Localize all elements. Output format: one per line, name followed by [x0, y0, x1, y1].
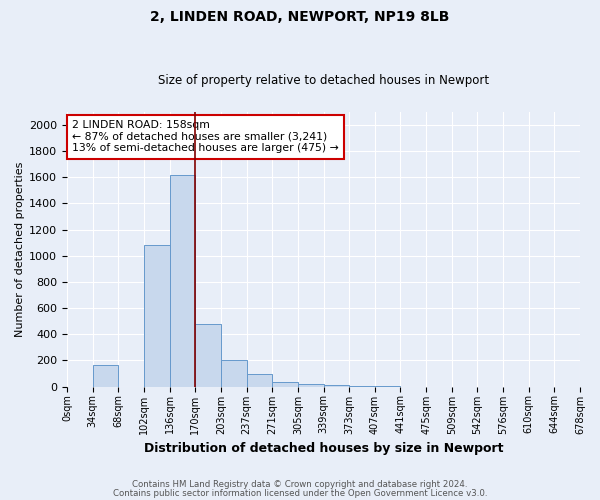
Y-axis label: Number of detached properties: Number of detached properties: [15, 162, 25, 337]
Bar: [247, 374, 272, 386]
Bar: [195, 324, 221, 386]
Text: Contains public sector information licensed under the Open Government Licence v3: Contains public sector information licen…: [113, 489, 487, 498]
X-axis label: Distribution of detached houses by size in Newport: Distribution of detached houses by size …: [144, 442, 503, 455]
Text: 2, LINDEN ROAD, NEWPORT, NP19 8LB: 2, LINDEN ROAD, NEWPORT, NP19 8LB: [151, 10, 449, 24]
Bar: [272, 382, 298, 386]
Text: Contains HM Land Registry data © Crown copyright and database right 2024.: Contains HM Land Registry data © Crown c…: [132, 480, 468, 489]
Bar: [144, 246, 170, 386]
Bar: [221, 360, 247, 386]
Title: Size of property relative to detached houses in Newport: Size of property relative to detached ho…: [158, 74, 489, 87]
Bar: [170, 174, 195, 386]
Text: 2 LINDEN ROAD: 158sqm
← 87% of detached houses are smaller (3,241)
13% of semi-d: 2 LINDEN ROAD: 158sqm ← 87% of detached …: [72, 120, 339, 153]
Bar: [92, 365, 118, 386]
Bar: [298, 384, 323, 386]
